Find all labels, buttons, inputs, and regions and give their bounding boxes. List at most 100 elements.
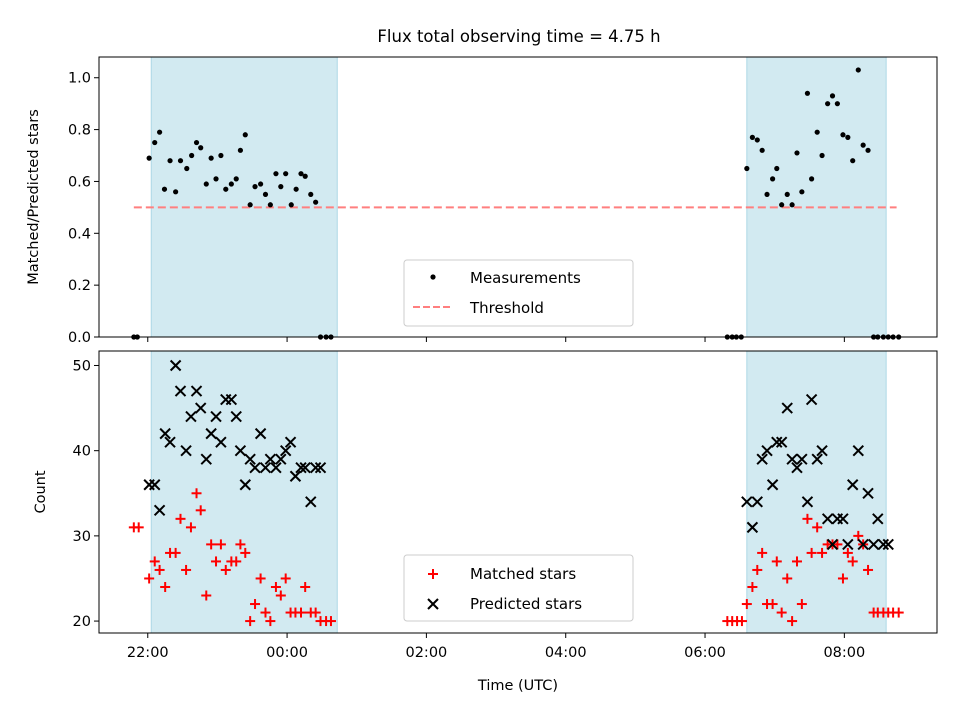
measurement-point	[283, 171, 289, 177]
measurement-point	[840, 132, 846, 138]
predicted-star-point	[766, 479, 779, 491]
measurement-point	[845, 134, 851, 140]
measurement-point	[298, 171, 304, 177]
matched-star-point	[149, 556, 160, 567]
matched-star-point	[133, 522, 144, 533]
bottom-y-axis-label: Count	[33, 470, 49, 513]
predicted-star-point	[786, 453, 798, 465]
bottom-x-ticks: 22:00 00:00 02:00 04:00 06:00 08:00	[127, 633, 865, 661]
matched-star-point	[255, 573, 266, 584]
x-axis-label: Time (UTC)	[477, 678, 558, 694]
matched-star-point	[211, 556, 222, 567]
predicted-star-stroke-b	[872, 513, 884, 525]
measurement-point	[834, 101, 840, 107]
predicted-star-stroke-b	[805, 393, 818, 406]
matched-star-point	[181, 564, 192, 575]
measurement-point	[779, 202, 785, 208]
matched-star-point	[260, 607, 271, 618]
measurement-point	[278, 184, 284, 190]
predicted-star-point	[174, 385, 187, 397]
predicted-star-point	[180, 444, 192, 457]
legend-predicted-marker	[427, 598, 439, 610]
matched-star-point	[791, 556, 802, 567]
matched-star-point	[741, 599, 752, 610]
predicted-star-point	[837, 513, 849, 525]
predicted-star-stroke-b	[847, 479, 859, 491]
shaded-interval	[746, 56, 887, 338]
predicted-star-point	[826, 538, 839, 551]
matched-star-point	[206, 539, 217, 550]
top-axes-frame	[98, 56, 938, 338]
predicted-star-stroke-b	[751, 496, 763, 508]
matched-star-point	[195, 505, 206, 516]
measurement-point	[794, 150, 800, 156]
top-shaded-regions	[150, 56, 887, 338]
shaded-interval	[746, 350, 887, 634]
matched-star-point	[231, 556, 242, 567]
predicted-star-point	[751, 496, 763, 508]
y-tick-label: 1.0	[68, 71, 91, 87]
predicted-star-point	[225, 393, 238, 406]
predicted-star-stroke-b	[264, 453, 277, 465]
measurement-point	[744, 165, 750, 172]
predicted-star-point	[190, 385, 203, 397]
matched-star-point	[185, 522, 196, 533]
y-tick-label: 0.2	[68, 278, 91, 294]
matched-star-point	[235, 539, 246, 550]
measurement-point	[749, 134, 756, 140]
measurement-point	[233, 176, 239, 182]
measurement-point	[161, 186, 168, 192]
predicted-star-stroke-b	[174, 385, 187, 397]
predicted-star-stroke-b	[153, 504, 166, 517]
measurement-point	[177, 158, 184, 164]
matched-star-point	[837, 573, 848, 584]
predicted-star-point	[159, 427, 171, 440]
predicted-star-stroke-b	[254, 427, 267, 440]
bottom-y-ticks: 20 30 40 50	[73, 358, 99, 630]
predicted-star-stroke-b	[230, 410, 242, 423]
matched-star-point	[747, 581, 758, 592]
predicted-star-stroke-b	[169, 359, 182, 372]
measurement-point	[173, 189, 179, 195]
chart-title: Flux total observing time = 4.75 h	[377, 27, 660, 46]
predicted-star-stroke-b	[796, 453, 808, 465]
legend-measurements-marker	[430, 274, 436, 280]
predicted-star-point	[289, 470, 302, 482]
predicted-star-stroke-b	[239, 479, 251, 491]
predicted-star-stroke-b	[761, 444, 773, 457]
predicted-star-point	[185, 410, 197, 423]
measurement-point	[237, 147, 244, 153]
x-tick-label: 22:00	[127, 645, 169, 661]
predicted-star-point	[867, 538, 880, 551]
predicted-star-stroke-b	[811, 453, 823, 465]
predicted-star-stroke-b	[882, 538, 894, 551]
matched-star-point	[863, 564, 874, 575]
measurement-point	[273, 171, 279, 177]
predicted-star-stroke-b	[200, 453, 212, 465]
bottom-legend-box	[403, 554, 634, 622]
predicted-star-stroke-b	[821, 513, 834, 525]
predicted-star-point	[746, 521, 759, 534]
x-tick-label: 04:00	[545, 645, 587, 661]
matched-star-point	[245, 616, 256, 627]
matched-star-point	[847, 556, 858, 567]
predicted-star-stroke-b	[305, 496, 317, 508]
predicted-star-point	[244, 453, 256, 465]
y-tick-label: 0.0	[68, 330, 91, 346]
predicted-star-point	[164, 436, 176, 448]
predicted-star-point	[215, 436, 227, 448]
predicted-star-stroke-b	[852, 444, 864, 457]
predicted-star-stroke-b	[309, 462, 322, 474]
predicted-star-stroke-b	[862, 487, 874, 499]
predicted-stars-series	[143, 359, 894, 551]
bottom-axes-frame	[98, 350, 938, 634]
measurement-point	[208, 155, 214, 161]
predicted-star-point	[781, 402, 793, 414]
predicted-star-point	[153, 504, 166, 517]
matched-star-point	[265, 616, 276, 627]
matched-star-point	[767, 599, 778, 610]
measurement-point	[809, 176, 815, 182]
matched-star-point	[201, 590, 212, 601]
measurements-series	[131, 67, 902, 340]
